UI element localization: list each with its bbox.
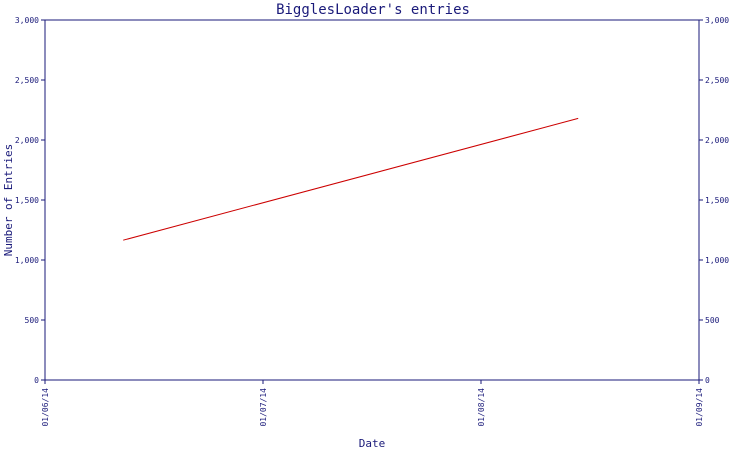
y-axis-label: Number of Entries: [2, 144, 15, 257]
series-line: [123, 117, 579, 241]
chart-title: BigglesLoader's entries: [276, 2, 470, 18]
x-tick-label: 01/07/14: [259, 388, 268, 427]
y-axis-right: 0 500 1,000 1,500 2,000 2,500 3,000: [699, 16, 729, 385]
y-tick-label-right: 500: [705, 316, 720, 325]
y-tick-label-left: 0: [34, 376, 39, 385]
x-axis: 01/06/14 01/07/14 01/08/14 01/09/14: [41, 380, 704, 427]
y-tick-label-left: 500: [25, 316, 40, 325]
y-tick-label-right: 2,000: [705, 136, 729, 145]
y-tick-label-left: 1,500: [15, 196, 39, 205]
y-tick-label-right: 1,000: [705, 256, 729, 265]
y-tick-label-left: 3,000: [15, 16, 39, 25]
series-group: [123, 117, 579, 241]
y-tick-label-left: 2,000: [15, 136, 39, 145]
y-tick-label-left: 2,500: [15, 76, 39, 85]
y-tick-label-right: 1,500: [705, 196, 729, 205]
y-tick-label-right: 2,500: [705, 76, 729, 85]
y-tick-label-right: 0: [705, 376, 710, 385]
x-tick-label: 01/09/14: [695, 388, 704, 427]
y-axis-left: 0 500 1,000 1,500 2,000 2,500 3,000: [15, 16, 45, 385]
y-tick-label-left: 1,000: [15, 256, 39, 265]
x-tick-label: 01/06/14: [41, 388, 50, 427]
y-tick-label-right: 3,000: [705, 16, 729, 25]
plot-frame: [44, 19, 700, 381]
x-axis-label: Date: [359, 437, 386, 450]
x-tick-label: 01/08/14: [477, 388, 486, 427]
